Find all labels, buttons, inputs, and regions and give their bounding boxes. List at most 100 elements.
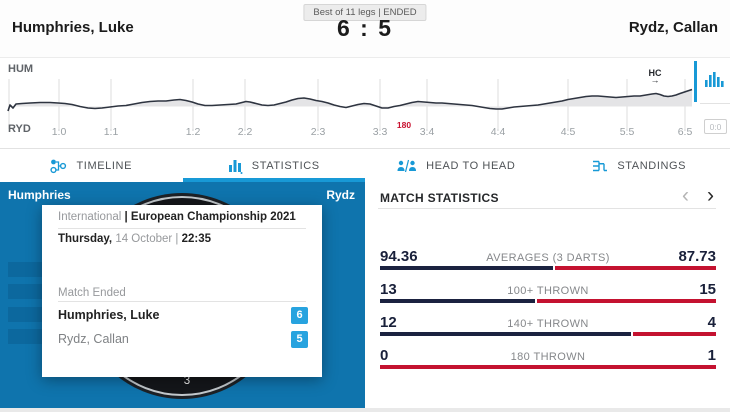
- date-line: Thursday, 14 October | 22:35: [58, 233, 306, 245]
- time-separator: |: [175, 233, 179, 245]
- stat-row: 94.36 AVERAGES (3 DARTS) 87.73: [380, 248, 716, 270]
- stat-row: 0 180 THROWN 1: [380, 347, 716, 369]
- player-left-name: Humphries, Luke: [12, 19, 134, 36]
- legs-won-badge: 6: [291, 306, 308, 324]
- player-right-name: Rydz, Callan: [628, 19, 718, 36]
- momentum-line-chart: [7, 79, 693, 129]
- x-tick-label: 4:5: [560, 126, 576, 138]
- card-divider: [58, 228, 306, 229]
- dartboard-number: 3: [183, 375, 191, 387]
- tab-standings-label: STANDINGS: [617, 159, 687, 172]
- standings-icon: [591, 158, 608, 174]
- stat-value-right: 15: [699, 281, 716, 298]
- x-tick-label: 6:5: [677, 126, 693, 138]
- scoreboard-player-left: Humphries: [8, 188, 71, 202]
- footer-strip: [0, 408, 730, 412]
- marker-high-checkout: HC →: [648, 68, 662, 85]
- match-statistics-panel: MATCH STATISTICS ‹ › 94.36 AVERAGES (3 DA…: [365, 182, 730, 408]
- time-value: 22:35: [181, 233, 212, 245]
- stats-divider: [378, 208, 716, 209]
- stat-comparison-bar: [380, 332, 716, 336]
- stat-value-left: 13: [380, 281, 397, 298]
- x-tick-label: 5:5: [619, 126, 635, 138]
- momentum-chart-section: HUM RYD 1:0 1:1 1:2 2:2 2:3 3:3 3:4 4:4 4:5 5:5 6:…: [0, 57, 730, 148]
- card-player-name: Rydz, Callan: [58, 332, 129, 346]
- card-player-name: Humphries, Luke: [58, 308, 160, 322]
- tab-head-to-head[interactable]: HEAD TO HEAD: [365, 149, 548, 182]
- match-score: 6 : 5: [336, 15, 394, 41]
- section-tabs: TIMELINE STATISTICS: [0, 148, 730, 182]
- stat-label: AVERAGES (3 DARTS): [486, 252, 610, 264]
- stat-label: 100+ THROWN: [507, 285, 589, 297]
- x-tick-label: 2:3: [310, 126, 326, 138]
- tab-statistics[interactable]: STATISTICS: [183, 149, 366, 182]
- tab-statistics-label: STATISTICS: [251, 159, 320, 172]
- tab-timeline-label: TIMELINE: [76, 159, 133, 172]
- chart-view-active-indicator: [694, 61, 697, 102]
- legs-won-badge: 5: [291, 330, 308, 348]
- card-player-row: Rydz, Callan 5: [58, 329, 308, 349]
- marker-180-thrown: 180: [396, 120, 412, 130]
- bar-segment-right: [555, 266, 716, 270]
- rail-divider: [700, 103, 730, 104]
- stat-value-left: 12: [380, 314, 397, 331]
- x-tick-label: 1:0: [51, 126, 67, 138]
- stat-label: 140+ THROWN: [507, 318, 589, 330]
- tab-timeline[interactable]: TIMELINE: [0, 149, 183, 182]
- stat-row: 12 140+ THROWN 4: [380, 314, 716, 336]
- score-view-button[interactable]: 0:0: [704, 119, 727, 134]
- active-tab-indicator: [182, 177, 365, 182]
- date-value: 14 October: [115, 233, 173, 245]
- category-label: International: [58, 211, 122, 223]
- stat-comparison-bar: [380, 299, 716, 303]
- stat-value-right: 1: [707, 347, 716, 364]
- chart-view-button[interactable]: [704, 67, 728, 91]
- bar-segment-left: [380, 299, 535, 303]
- stat-value-left: 94.36: [380, 248, 418, 265]
- match-format-badge: Best of 11 legs | ENDED: [303, 4, 427, 21]
- chart-label-hum: HUM: [8, 63, 34, 75]
- x-tick-label: 1:2: [185, 126, 201, 138]
- head-to-head-icon: [397, 158, 417, 174]
- chart-label-ryd: RYD: [8, 123, 31, 135]
- stat-value-right: 4: [707, 314, 716, 331]
- stats-pager: ‹ ›: [680, 184, 716, 207]
- match-info-card: International | European Championship 20…: [42, 205, 322, 377]
- card-divider: [58, 301, 306, 302]
- bar-segment-right: [633, 332, 716, 336]
- bar-segment-left: [380, 266, 554, 270]
- stat-label: 180 THROWN: [510, 351, 586, 363]
- match-header: Best of 11 legs | ENDED Humphries, Luke …: [0, 0, 730, 57]
- tournament-name: European Championship 2021: [130, 211, 296, 223]
- bar-segment-right: [536, 299, 716, 303]
- tournament-line: International | European Championship 20…: [58, 211, 306, 223]
- stat-value-right: 87.73: [678, 248, 716, 265]
- bar-segment-left: [380, 332, 631, 336]
- bar-chart-icon: [704, 70, 728, 88]
- x-tick-label: 4:4: [490, 126, 506, 138]
- chevron-left-icon[interactable]: ‹: [682, 184, 689, 207]
- content-area: Humphries Rydz 19317 International | Eur…: [0, 182, 730, 408]
- timeline-icon: [50, 158, 67, 174]
- stat-row: 13 100+ THROWN 15: [380, 281, 716, 303]
- stat-comparison-bar: [380, 365, 716, 369]
- x-tick-label: 3:4: [419, 126, 435, 138]
- meta-separator: |: [124, 211, 128, 223]
- chevron-right-icon[interactable]: ›: [707, 184, 714, 207]
- x-tick-label: 1:1: [103, 126, 119, 138]
- x-tick-label: 3:3: [372, 126, 388, 138]
- weekday: Thursday,: [58, 233, 113, 245]
- scoreboard-panel: Humphries Rydz 19317 International | Eur…: [0, 182, 365, 408]
- stat-comparison-bar: [380, 266, 716, 270]
- tab-head-to-head-label: HEAD TO HEAD: [426, 159, 516, 172]
- stat-value-left: 0: [380, 347, 389, 364]
- match-status: Match Ended: [58, 287, 126, 299]
- stats-panel-title: MATCH STATISTICS: [380, 191, 499, 205]
- x-tick-label: 2:2: [237, 126, 253, 138]
- statistics-icon: [228, 158, 243, 174]
- tab-standings[interactable]: STANDINGS: [548, 149, 730, 182]
- card-player-row: Humphries, Luke 6: [58, 305, 308, 325]
- stat-rows: 94.36 AVERAGES (3 DARTS) 87.73 13 100+ THROW…: [380, 248, 716, 380]
- bar-segment-right: [380, 365, 716, 369]
